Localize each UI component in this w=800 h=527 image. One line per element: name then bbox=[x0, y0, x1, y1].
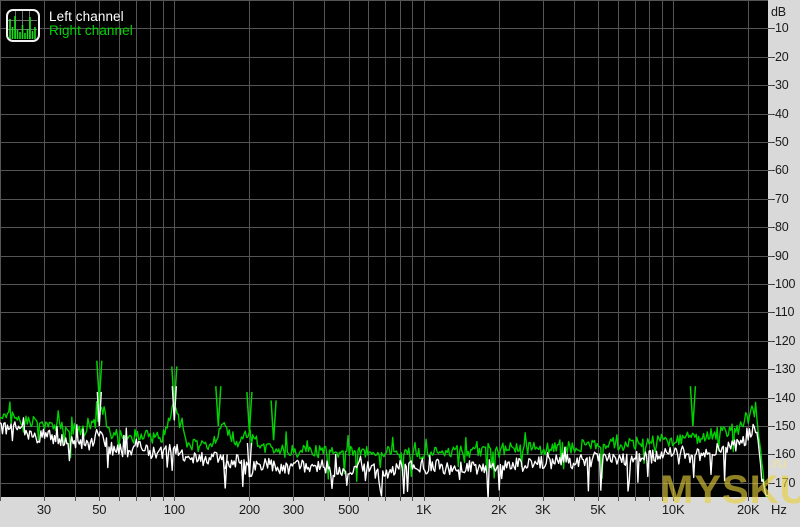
hz-tick-label: 300 bbox=[282, 502, 304, 517]
db-tick-label: -170 bbox=[771, 475, 796, 490]
hz-tick-mark bbox=[574, 497, 575, 501]
db-tick-mark bbox=[768, 199, 773, 200]
db-tick-mark bbox=[768, 341, 773, 342]
hz-tick-mark bbox=[368, 497, 369, 501]
db-tick-mark bbox=[768, 454, 773, 455]
db-tick-label: -150 bbox=[771, 419, 796, 433]
hz-tick-label: 500 bbox=[338, 502, 360, 517]
hz-tick-label: 1K bbox=[415, 502, 432, 517]
hz-tick-mark bbox=[249, 497, 250, 501]
db-tick-label: -110 bbox=[771, 305, 795, 320]
hz-tick-mark bbox=[119, 497, 120, 501]
hz-tick-mark bbox=[748, 497, 749, 501]
db-tick-mark bbox=[768, 284, 773, 285]
hz-tick-mark bbox=[412, 497, 413, 501]
db-tick-label: -160 bbox=[771, 447, 796, 462]
db-tick-label: -130 bbox=[771, 362, 796, 377]
db-tick-mark bbox=[768, 227, 773, 228]
hz-tick-label: 200 bbox=[238, 502, 260, 517]
hz-tick-label: 10K bbox=[661, 502, 685, 517]
spectrum-plot-svg bbox=[0, 0, 768, 497]
hz-tick-mark bbox=[649, 497, 650, 501]
db-axis: dB -10 -20 -30 -40 -50 -60 -70 -80 -90 -100 -110 -1… bbox=[768, 0, 800, 497]
db-tick-mark bbox=[768, 398, 773, 399]
hz-tick-mark bbox=[99, 497, 100, 501]
hz-tick-mark bbox=[174, 497, 175, 501]
db-tick-label: -70 bbox=[771, 191, 789, 206]
db-tick-mark bbox=[768, 114, 773, 115]
hz-tick-label: 2K bbox=[491, 502, 507, 517]
hz-tick-mark bbox=[598, 497, 599, 501]
hz-tick-mark bbox=[635, 497, 636, 501]
hz-tick-mark bbox=[499, 497, 500, 501]
legend-item-right-channel: Right channel bbox=[49, 22, 133, 38]
spectrum-thumbnail-icon bbox=[6, 9, 40, 42]
hz-tick-mark bbox=[44, 497, 45, 501]
hz-tick-mark bbox=[150, 497, 151, 501]
db-tick-label: -50 bbox=[771, 135, 789, 149]
hz-tick-mark bbox=[324, 497, 325, 501]
hz-tick-mark bbox=[163, 497, 164, 501]
hz-tick-mark bbox=[385, 497, 386, 501]
db-tick-mark bbox=[768, 369, 773, 370]
hz-tick-label: 20K bbox=[736, 502, 760, 517]
legend: Left channel Right channel bbox=[6, 9, 133, 42]
db-tick-label: -40 bbox=[771, 106, 789, 121]
hz-tick-mark bbox=[618, 497, 619, 501]
db-tick-mark bbox=[768, 57, 773, 58]
hz-tick-mark bbox=[424, 497, 425, 501]
hz-tick-mark bbox=[293, 497, 294, 501]
db-tick-mark bbox=[768, 28, 773, 29]
hz-axis-unit-label: Hz bbox=[771, 502, 787, 517]
legend-item-left-channel: Left channel bbox=[49, 9, 124, 24]
db-tick-label: -60 bbox=[771, 163, 789, 178]
db-tick-mark bbox=[768, 142, 773, 143]
hz-tick-label: 100 bbox=[163, 502, 185, 517]
hz-tick-mark bbox=[75, 497, 76, 501]
hz-tick-mark bbox=[543, 497, 544, 501]
db-tick-label: -100 bbox=[771, 277, 796, 291]
hz-tick-label: 3K bbox=[534, 502, 551, 517]
hz-tick-label: 5K bbox=[590, 502, 606, 517]
db-tick-label: -30 bbox=[771, 78, 789, 93]
hz-tick-mark bbox=[400, 497, 401, 501]
db-tick-mark bbox=[768, 85, 773, 86]
db-tick-label: -140 bbox=[771, 390, 796, 405]
db-tick-label: -120 bbox=[771, 333, 796, 348]
spectrum-plot-area[interactable] bbox=[0, 0, 768, 497]
spectrum-thumbnail-glyph bbox=[8, 11, 37, 39]
db-tick-label: -20 bbox=[771, 49, 789, 64]
hz-tick-mark bbox=[662, 497, 663, 501]
legend-labels: Left channel Right channel bbox=[49, 9, 133, 38]
db-tick-mark bbox=[768, 483, 773, 484]
db-tick-label: -10 bbox=[771, 21, 789, 36]
db-tick-mark bbox=[768, 170, 773, 171]
db-tick-label: -90 bbox=[771, 248, 789, 263]
hz-tick-mark bbox=[673, 497, 674, 501]
hz-tick-mark bbox=[136, 497, 137, 501]
db-tick-mark bbox=[768, 256, 773, 257]
db-tick-mark bbox=[768, 426, 773, 427]
hz-axis: Hz 30 50 100 200 300 500 1K 2K 3K 5K 10K 20K bbox=[0, 497, 800, 527]
hz-tick-label: 30 bbox=[36, 502, 51, 517]
db-tick-label: -80 bbox=[771, 220, 789, 235]
hz-tick-label: 50 bbox=[92, 502, 107, 517]
hz-tick-mark bbox=[0, 497, 1, 501]
db-axis-unit-label: dB bbox=[771, 5, 786, 19]
hz-tick-mark bbox=[349, 497, 350, 501]
db-tick-mark bbox=[768, 312, 773, 313]
